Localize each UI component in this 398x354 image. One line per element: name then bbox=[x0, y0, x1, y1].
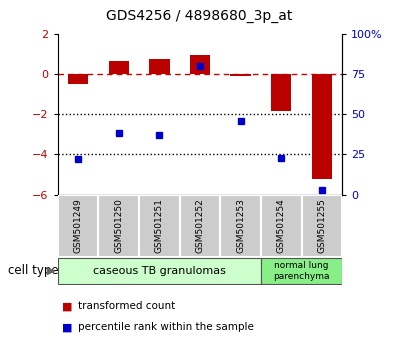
Text: GSM501254: GSM501254 bbox=[277, 198, 286, 253]
Bar bbox=[179, 195, 220, 257]
Bar bbox=[230, 74, 251, 75]
Bar bbox=[271, 74, 291, 110]
Bar bbox=[302, 195, 342, 257]
Text: ▶: ▶ bbox=[47, 266, 55, 276]
Text: GSM501255: GSM501255 bbox=[318, 198, 326, 253]
Text: GSM501253: GSM501253 bbox=[236, 198, 245, 253]
Text: caseous TB granulomas: caseous TB granulomas bbox=[93, 266, 226, 276]
Text: percentile rank within the sample: percentile rank within the sample bbox=[78, 322, 254, 332]
Text: transformed count: transformed count bbox=[78, 301, 175, 311]
Bar bbox=[190, 55, 210, 74]
Bar bbox=[139, 195, 179, 257]
Text: ■: ■ bbox=[62, 322, 72, 332]
Bar bbox=[312, 74, 332, 179]
Text: GSM501250: GSM501250 bbox=[114, 198, 123, 253]
Text: GSM501252: GSM501252 bbox=[195, 198, 205, 253]
Text: GDS4256 / 4898680_3p_at: GDS4256 / 4898680_3p_at bbox=[106, 9, 292, 23]
Text: normal lung
parenchyma: normal lung parenchyma bbox=[273, 262, 330, 281]
Text: GSM501251: GSM501251 bbox=[155, 198, 164, 253]
Text: GSM501249: GSM501249 bbox=[74, 198, 82, 253]
Bar bbox=[109, 61, 129, 74]
Bar bbox=[58, 195, 98, 257]
Bar bbox=[149, 59, 170, 74]
Bar bbox=[98, 195, 139, 257]
Bar bbox=[58, 258, 261, 284]
Text: ■: ■ bbox=[62, 301, 72, 311]
Text: cell type: cell type bbox=[8, 264, 59, 277]
Bar bbox=[261, 195, 302, 257]
Bar bbox=[261, 258, 342, 284]
Bar bbox=[68, 74, 88, 84]
Bar bbox=[220, 195, 261, 257]
